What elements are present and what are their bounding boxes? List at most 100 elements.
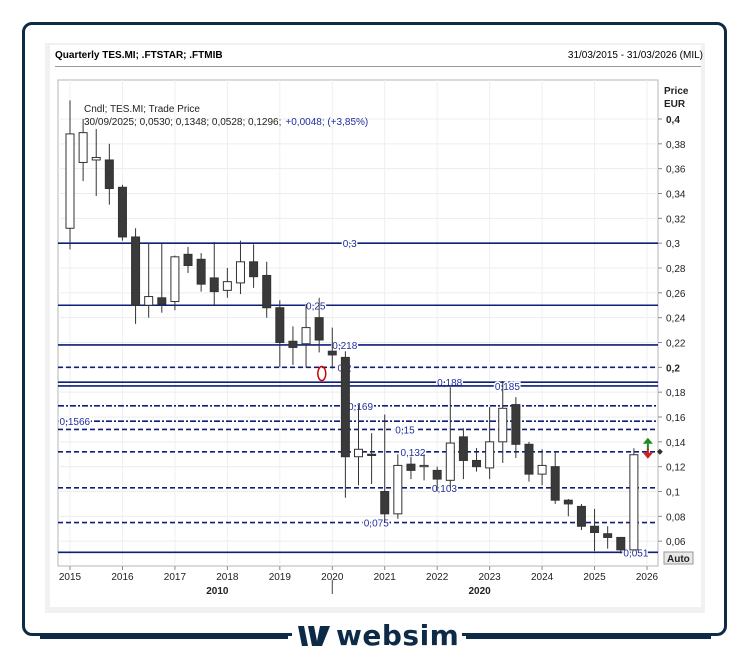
x-tick-label: 2015 — [59, 572, 82, 583]
x-tick-label: 2021 — [374, 572, 397, 583]
x-decade-label: 2020 — [469, 586, 492, 597]
websim-logo-icon — [298, 626, 330, 646]
candle-body — [419, 464, 429, 468]
x-tick-label: 2016 — [111, 572, 134, 583]
chart-card — [50, 45, 701, 607]
y-tick-label: 0,18 — [666, 388, 686, 399]
y-tick-label: 0,1 — [666, 488, 680, 499]
candle-body — [380, 491, 390, 515]
candle-body — [196, 258, 206, 285]
footer-rule-left — [40, 636, 288, 639]
candle-body — [590, 525, 600, 533]
y-tick-label: 0,4 — [666, 115, 680, 126]
candle-body — [157, 297, 167, 305]
candle-body — [445, 442, 455, 481]
candle-body — [183, 253, 193, 267]
y-tick-label: 0,36 — [666, 165, 686, 176]
candle-body — [472, 459, 482, 468]
y-tick-label: 0,26 — [666, 289, 686, 300]
x-tick-label: 2023 — [479, 572, 502, 583]
diamond-icon — [656, 448, 663, 455]
candle-body — [222, 281, 232, 291]
level-label: 0,3 — [343, 239, 357, 250]
candle-body — [262, 274, 272, 309]
x-tick-label: 2017 — [164, 572, 187, 583]
candle-body — [458, 436, 468, 461]
candle-body — [511, 404, 521, 445]
date-range: 31/03/2015 - 31/03/2026 (MIL) — [567, 50, 703, 61]
legend-change: +0,0048; (+3,85%) — [285, 117, 368, 128]
auto-scale-label: Auto — [667, 554, 690, 565]
candle-body — [629, 454, 639, 551]
level-label: 0,051 — [623, 548, 648, 559]
candle-body — [314, 317, 324, 341]
candle-body — [406, 463, 416, 471]
legend-line-1: Cndl; TES.MI; Trade Price — [84, 104, 200, 115]
chart-title: Quarterly TES.MI; .FTSTAR; .FTMIB — [55, 50, 223, 61]
candle-body — [616, 536, 626, 551]
level-label: 0,103 — [432, 484, 457, 495]
legend-values: 30/09/2025; 0,0530; 0,1348; 0,0528; 0,12… — [84, 117, 281, 128]
candle-body — [65, 133, 75, 229]
y-tick-label: 0,08 — [666, 512, 686, 523]
candle-body — [144, 296, 154, 306]
x-tick-label: 2025 — [583, 572, 606, 583]
level-label: 0,169 — [348, 402, 373, 413]
axis-title-price: Price — [664, 86, 689, 97]
x-tick-label: 2019 — [269, 572, 292, 583]
x-tick-label: 2020 — [321, 572, 344, 583]
y-tick-label: 0,28 — [666, 264, 686, 275]
candle-body — [498, 407, 508, 443]
candle-body — [235, 261, 245, 284]
x-axis: 2015 2016 2017 2018 2019 2020 2021 2022 2023 2024… — [59, 566, 659, 597]
footer-brand: websim — [0, 619, 751, 652]
candle-body — [576, 505, 586, 527]
level-label: 0,075 — [364, 519, 389, 530]
x-decade-label: 2010 — [206, 586, 229, 597]
candle-body — [275, 307, 285, 344]
candle-body — [78, 132, 88, 163]
candle-body — [432, 469, 442, 480]
candles — [65, 100, 639, 554]
candle-body — [288, 340, 298, 348]
y-tick-label: 0,38 — [666, 140, 686, 151]
x-tick-label: 2018 — [216, 572, 239, 583]
arrow-up-icon — [642, 437, 653, 444]
candle-body — [354, 448, 363, 458]
axis-title-currency: EUR — [664, 99, 686, 110]
candle-body — [340, 356, 350, 458]
y-tick-label: 0,16 — [666, 413, 686, 424]
candle-body — [131, 236, 141, 306]
candle-body — [301, 327, 311, 345]
y-tick-label: 0,12 — [666, 463, 686, 474]
level-label: 0,25 — [306, 301, 326, 312]
y-axis: 0,4 0,38 0,36 0,34 0,32 0,3 0,28 0,26 0,24 0,22 0,… — [658, 115, 686, 548]
marker-circle — [317, 365, 327, 382]
y-tick-label: 0,22 — [666, 339, 686, 350]
candle-body — [537, 464, 547, 475]
grid — [57, 79, 659, 567]
level-label: 0,188 — [437, 378, 462, 389]
y-tick-label: 0,34 — [666, 190, 686, 201]
candle-body — [393, 464, 403, 515]
candle-body — [563, 499, 573, 505]
title-divider — [55, 66, 701, 67]
auto-scale-button[interactable] — [663, 551, 694, 565]
level-label: 0,1566 — [60, 417, 91, 428]
legend-line-2: 30/09/2025; 0,0530; 0,1348; 0,0528; 0,12… — [84, 117, 368, 128]
candle-body — [170, 256, 180, 303]
candle-body — [117, 186, 127, 238]
candle-body — [249, 261, 259, 278]
level-label: 0,185 — [495, 382, 520, 393]
x-tick-label: 2024 — [531, 572, 554, 583]
candle-body — [104, 159, 114, 190]
level-label: 0,15 — [395, 425, 415, 436]
x-tick-label: 2026 — [636, 572, 659, 583]
brand-logo: websim — [292, 619, 462, 652]
candle-body — [367, 453, 377, 456]
candle-body — [209, 277, 219, 293]
y-tick-label: 0,32 — [666, 214, 686, 225]
brand-name: websim — [336, 619, 460, 652]
candle-body — [550, 466, 560, 501]
